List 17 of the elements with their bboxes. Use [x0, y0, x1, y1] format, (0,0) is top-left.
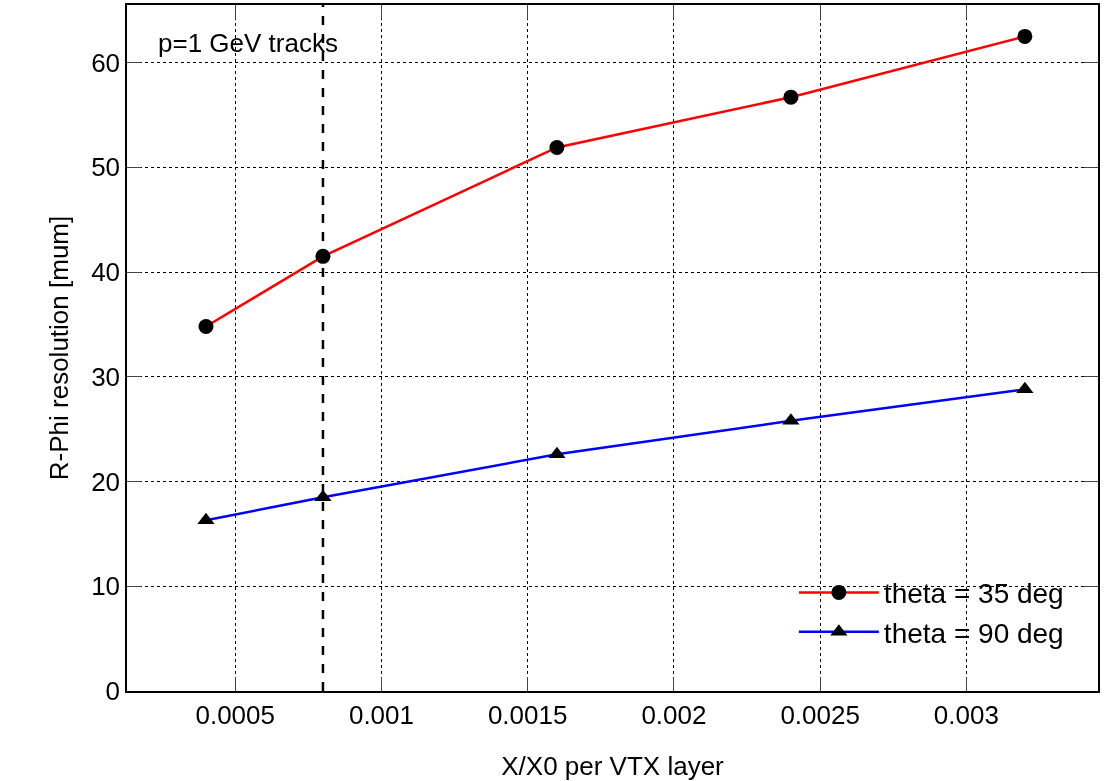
y-tick-label: 40: [91, 257, 121, 288]
annotation: p=1 GeV tracks: [158, 28, 338, 58]
y-axis-title: R-Phi resolution [mum]: [44, 215, 75, 481]
x-axis-title: X/X0 per VTX layer: [501, 751, 725, 781]
x-tick-label: 0.0025: [780, 699, 860, 730]
x-tick-label: 0.003: [933, 699, 999, 730]
y-tick-label: 20: [91, 466, 121, 497]
x-tick-label: 0.001: [348, 699, 414, 730]
y-tick-label: 50: [91, 152, 121, 183]
x-tick-label: 0.0015: [487, 699, 568, 730]
legend-label: theta = 35 deg: [883, 578, 1064, 610]
y-tick-label: 30: [91, 361, 121, 392]
x-tick-label: 0.0005: [195, 699, 275, 730]
x-tick-label: 0.002: [641, 699, 707, 730]
y-tick-label: 60: [91, 47, 121, 78]
y-tick-label: 10: [91, 571, 121, 602]
y-tick-label: 0: [105, 676, 121, 707]
